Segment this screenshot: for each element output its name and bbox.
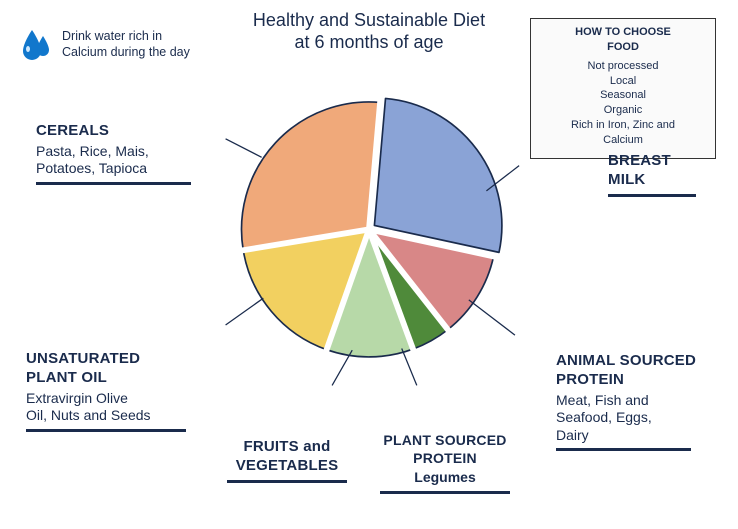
title-line2: at 6 months of age <box>294 32 443 52</box>
water-drop-icon <box>20 28 54 73</box>
water-note: Drink water rich in Calcium during the d… <box>20 28 240 73</box>
howto-item: Not processed <box>539 59 707 74</box>
infographic-canvas: Healthy and Sustainable Diet at 6 months… <box>0 0 738 529</box>
water-note-text: Drink water rich in Calcium during the d… <box>62 28 190 61</box>
label-animal-protein: ANIMAL SOURCEDPROTEIN Meat, Fish and Sea… <box>556 352 706 451</box>
howto-item: Rich in Iron, Zinc and Calcium <box>539 118 707 148</box>
label-cereals: CEREALS Pasta, Rice, Mais, Potatoes, Tap… <box>36 122 211 185</box>
pie-chart <box>213 86 525 398</box>
howto-item: Organic <box>539 103 707 118</box>
label-fruits-veg: FRUITS andVEGETABLES <box>222 438 352 483</box>
howto-box: HOW TO CHOOSE FOOD Not processed Local S… <box>530 18 716 159</box>
label-plant-protein: PLANT SOURCEDPROTEIN Legumes <box>370 432 520 494</box>
howto-heading: HOW TO CHOOSE FOOD <box>539 25 707 55</box>
label-breast-milk: BREASTMILK <box>608 152 696 197</box>
label-plant-oil: UNSATURATEDPLANT OIL Extravirgin Olive O… <box>26 350 201 432</box>
howto-item: Local <box>539 74 707 89</box>
title-line1: Healthy and Sustainable Diet <box>253 10 485 30</box>
howto-item: Seasonal <box>539 88 707 103</box>
